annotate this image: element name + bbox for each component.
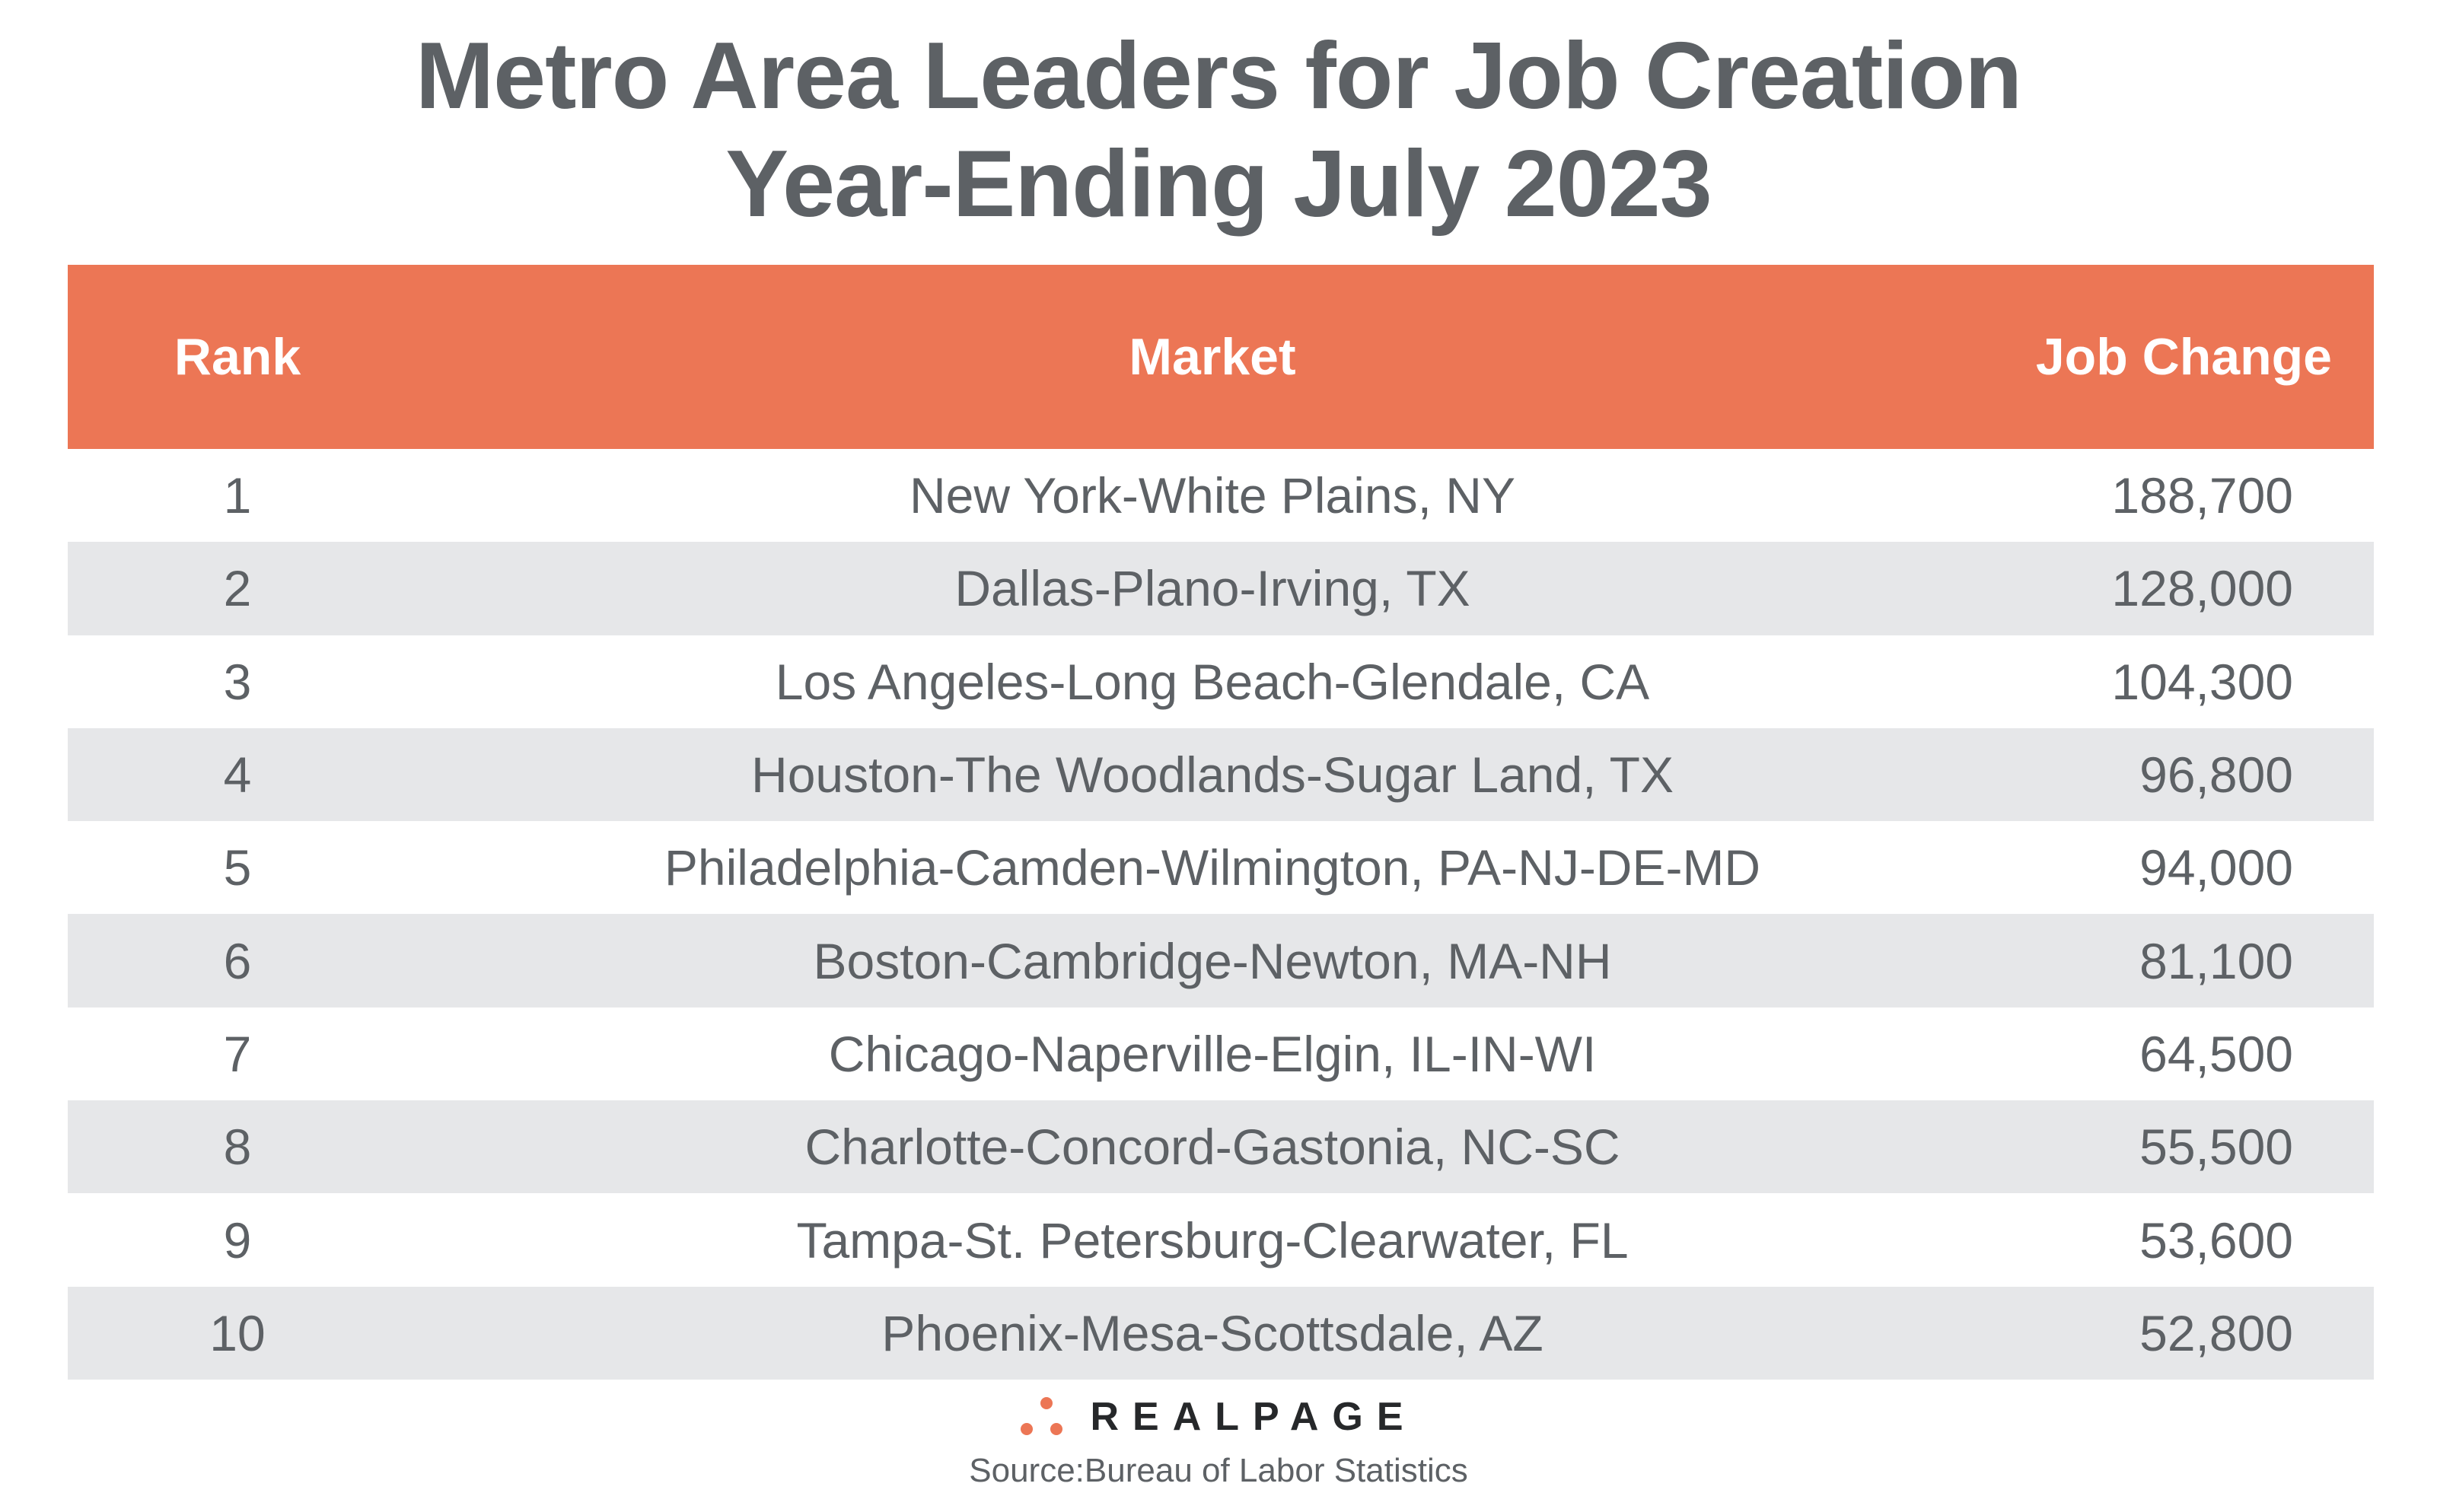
table-row: 2 Dallas-Plano-Irving, TX 128,000 (68, 542, 2374, 635)
market-value: Chicago-Naperville-Elgin, IL-IN-WI (828, 1025, 1597, 1082)
table-row: 7 Chicago-Naperville-Elgin, IL-IN-WI 64,50… (68, 1007, 2374, 1100)
table-row: 4 Houston-The Woodlands-Sugar Land, TX 96,… (68, 727, 2374, 822)
market-value: New York-White Plains, NY (909, 467, 1515, 524)
table-header: Rank Market Job Change (68, 265, 2374, 449)
job-change-value: 94,000 (2139, 839, 2293, 896)
table-row: 6 Boston-Cambridge-Newton, MA-NH 81,100 (68, 914, 2374, 1007)
rank-value: 8 (223, 1119, 252, 1176)
table-row: 10 Phoenix-Mesa-Scottsdale, AZ 52,800 (68, 1286, 2374, 1380)
market-value: Dallas-Plano-Irving, TX (954, 560, 1470, 617)
job-change-value: 64,500 (2139, 1025, 2293, 1082)
header-rank-label: Rank (174, 328, 301, 386)
job-change-value: 81,100 (2139, 932, 2293, 989)
rank-value: 3 (223, 653, 252, 710)
job-change-value: 104,300 (2111, 653, 2293, 710)
job-change-value: 55,500 (2139, 1119, 2293, 1176)
job-change-value: 188,700 (2111, 467, 2293, 524)
three-dots-logo-icon (1021, 1397, 1063, 1435)
market-value: Los Angeles-Long Beach-Glendale, CA (775, 653, 1650, 710)
table-row: 3 Los Angeles-Long Beach-Glendale, CA 104,… (68, 635, 2374, 728)
logo-text: REALPAGE (1090, 1395, 1417, 1439)
title-line-2: Year-Ending July 2023 (725, 132, 1712, 237)
realpage-logo: REALPAGE (0, 1394, 2437, 1440)
job-change-value: 128,000 (2111, 560, 2293, 617)
rank-value: 7 (223, 1025, 252, 1082)
job-change-value: 53,600 (2139, 1211, 2293, 1268)
market-value: Philadelphia-Camden-Wilmington, PA-NJ-DE… (664, 839, 1761, 896)
rank-value: 1 (223, 467, 252, 524)
rank-value: 4 (223, 746, 252, 804)
header-job-change: Job Change (2035, 328, 2332, 386)
market-value: Charlotte-Concord-Gastonia, NC-SC (804, 1119, 1620, 1176)
title-line-1: Metro Area Leaders for Job Creation (415, 24, 2022, 129)
table-row: 8 Charlotte-Concord-Gastonia, NC-SC 55,500 (68, 1100, 2374, 1194)
source-note: Source:Bureau of Labor Statistics (969, 1452, 1468, 1489)
rank-value: 9 (223, 1211, 252, 1268)
market-value: Boston-Cambridge-Newton, MA-NH (813, 932, 1612, 989)
rank-value: 6 (223, 932, 252, 989)
rank-value: 5 (223, 839, 252, 896)
rank-value: 2 (223, 560, 252, 617)
header-market-label: Market (1129, 328, 1296, 386)
job-creation-table: Rank Market Job Change 1 New York-White P… (68, 265, 2374, 1380)
table-row: 1 New York-White Plains, NY 188,700 (68, 449, 2374, 542)
market-value: Houston-The Woodlands-Sugar Land, TX (751, 746, 1674, 804)
table-row: 5 Philadelphia-Camden-Wilmington, PA-NJ-D… (68, 821, 2374, 914)
market-value: Tampa-St. Petersburg-Clearwater, FL (796, 1211, 1629, 1268)
job-change-value: 96,800 (2139, 746, 2293, 804)
table-row: 9 Tampa-St. Petersburg-Clearwater, FL 53,6… (68, 1193, 2374, 1286)
market-value: Phoenix-Mesa-Scottsdale, AZ (881, 1304, 1543, 1361)
rank-value: 10 (209, 1304, 266, 1361)
job-change-value: 52,800 (2139, 1304, 2293, 1361)
